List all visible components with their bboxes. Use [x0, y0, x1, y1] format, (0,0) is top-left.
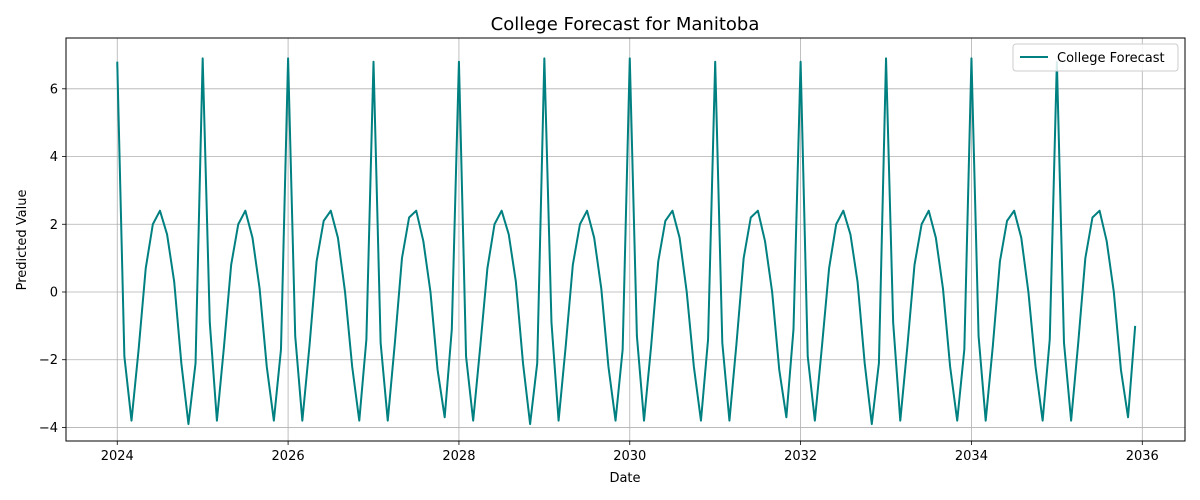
- x-tick-label: 2030: [613, 449, 646, 464]
- x-tick-label: 2024: [101, 449, 134, 464]
- plot-frame: [65, 37, 1186, 442]
- x-tick-label: 2026: [272, 449, 305, 464]
- x-tick-label: 2036: [1126, 449, 1159, 464]
- y-axis-label: Predicted Value: [15, 190, 30, 291]
- legend: College Forecast: [1012, 43, 1179, 72]
- chart-title: College Forecast for Manitoba: [491, 14, 760, 35]
- y-tick-label: −2: [39, 353, 58, 368]
- x-tick-label: 2034: [955, 449, 988, 464]
- x-tick-label: 2028: [442, 449, 475, 464]
- legend-box: [1012, 43, 1179, 72]
- y-tick-label: 4: [50, 150, 58, 165]
- y-tick-label: 6: [50, 82, 58, 97]
- y-tick-label: −4: [39, 421, 58, 436]
- series-line-group: [116, 57, 1137, 426]
- y-tick-label: 0: [50, 285, 58, 300]
- x-tick-label: 2032: [784, 449, 817, 464]
- x-axis: 2024 2026 2028 2030 2032 2034 2036: [101, 441, 1159, 464]
- legend-label: College Forecast: [1057, 51, 1165, 66]
- grid: [66, 38, 1185, 441]
- series-line-college-forecast: [116, 57, 1137, 426]
- x-axis-label: Date: [609, 471, 640, 486]
- y-tick-label: 2: [50, 218, 58, 233]
- y-axis: −4 −2 0 2 4 6: [39, 82, 66, 436]
